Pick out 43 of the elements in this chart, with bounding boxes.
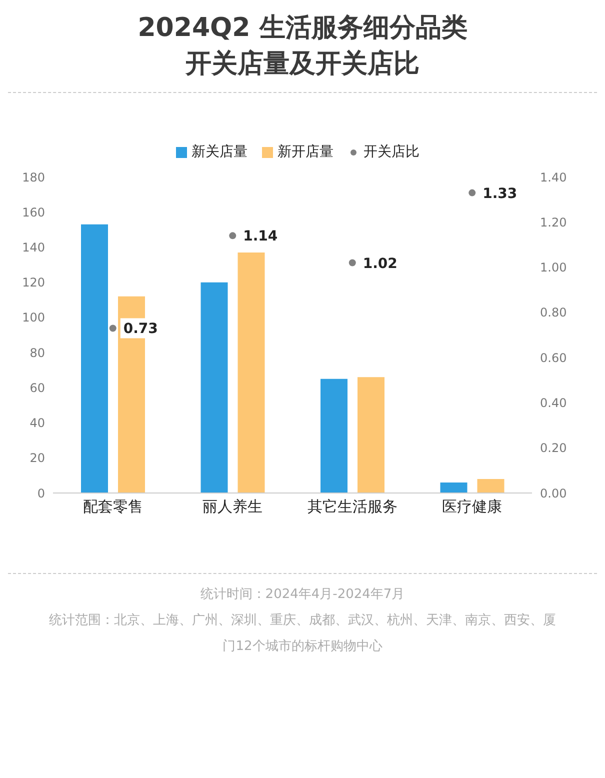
bar <box>200 282 228 493</box>
bar <box>358 377 384 493</box>
y-tick-label: 100 <box>22 310 45 325</box>
y2-tick-label: 0.60 <box>540 350 567 365</box>
y2-tick-label: 1.00 <box>540 260 567 275</box>
y2-tick-label: 1.20 <box>540 215 567 230</box>
y2-tick-label: 0.40 <box>540 396 567 410</box>
bar <box>320 378 348 493</box>
data-label: 1.33 <box>482 186 518 202</box>
legend-label: 新开店量 <box>276 143 334 161</box>
data-label: 1.02 <box>362 256 398 272</box>
x-tick-label: 配套零售 <box>82 498 143 516</box>
legend-label: 开关店比 <box>362 143 420 161</box>
y2-tick-label: 1.40 <box>540 170 567 184</box>
y-tick-label: 120 <box>22 276 45 290</box>
y-tick-label: 40 <box>30 416 45 430</box>
y-tick-label: 140 <box>22 240 45 254</box>
y-tick-label: 180 <box>22 170 45 184</box>
bar <box>238 252 265 493</box>
point <box>348 259 356 266</box>
y2-tick-label: 0.20 <box>540 441 567 456</box>
text: 统计范围：北京、上海、广州、深圳、重庆、成都、武汉、杭州、天津、南京、西安、厦门12个城市的标杆购物中心 <box>48 612 557 656</box>
y-tick-label: 60 <box>30 380 45 395</box>
x-tick-label: 其它生活服务 <box>307 498 398 516</box>
y-tick-label: 20 <box>30 451 45 466</box>
data-label: 1.14 <box>243 228 278 245</box>
y2-tick-label: 0.00 <box>540 486 567 500</box>
bar <box>440 482 468 493</box>
x-tick-label: 医疗健康 <box>442 498 502 516</box>
legend-label: 新关店量 <box>190 143 248 161</box>
bar <box>81 224 108 493</box>
y-tick-label: 80 <box>30 346 45 360</box>
y2-tick-label: 0.80 <box>540 306 567 320</box>
data-label: 0.73 <box>123 321 158 338</box>
y-tick-label: 160 <box>22 205 45 220</box>
x-tick-label: 丽人养生 <box>202 498 263 516</box>
y-tick-label: 0 <box>37 486 45 500</box>
point <box>109 324 116 332</box>
bar <box>477 478 504 493</box>
point <box>468 189 476 196</box>
text: 统计时间：2024年4月-2024年7月 <box>199 586 406 604</box>
point <box>229 232 236 240</box>
chart-title: 2024Q2 生活服务细分品类开关店量及开关店比 <box>136 12 468 81</box>
